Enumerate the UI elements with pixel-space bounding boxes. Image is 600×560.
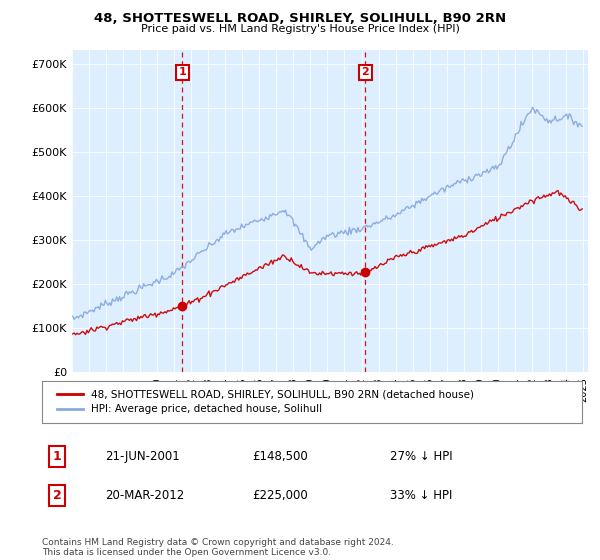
Text: 21-JUN-2001: 21-JUN-2001 [105, 450, 180, 463]
Legend: 48, SHOTTESWELL ROAD, SHIRLEY, SOLIHULL, B90 2RN (detached house), HPI: Average : 48, SHOTTESWELL ROAD, SHIRLEY, SOLIHULL,… [53, 385, 478, 418]
Text: 2: 2 [361, 67, 369, 77]
Text: £148,500: £148,500 [252, 450, 308, 463]
Text: 33% ↓ HPI: 33% ↓ HPI [390, 489, 452, 502]
Text: 2: 2 [53, 489, 61, 502]
Text: Price paid vs. HM Land Registry's House Price Index (HPI): Price paid vs. HM Land Registry's House … [140, 24, 460, 34]
Text: 1: 1 [53, 450, 61, 463]
Text: 27% ↓ HPI: 27% ↓ HPI [390, 450, 452, 463]
Text: 1: 1 [178, 67, 186, 77]
Text: 48, SHOTTESWELL ROAD, SHIRLEY, SOLIHULL, B90 2RN: 48, SHOTTESWELL ROAD, SHIRLEY, SOLIHULL,… [94, 12, 506, 25]
Text: 20-MAR-2012: 20-MAR-2012 [105, 489, 184, 502]
Text: £225,000: £225,000 [252, 489, 308, 502]
Text: Contains HM Land Registry data © Crown copyright and database right 2024.
This d: Contains HM Land Registry data © Crown c… [42, 538, 394, 557]
